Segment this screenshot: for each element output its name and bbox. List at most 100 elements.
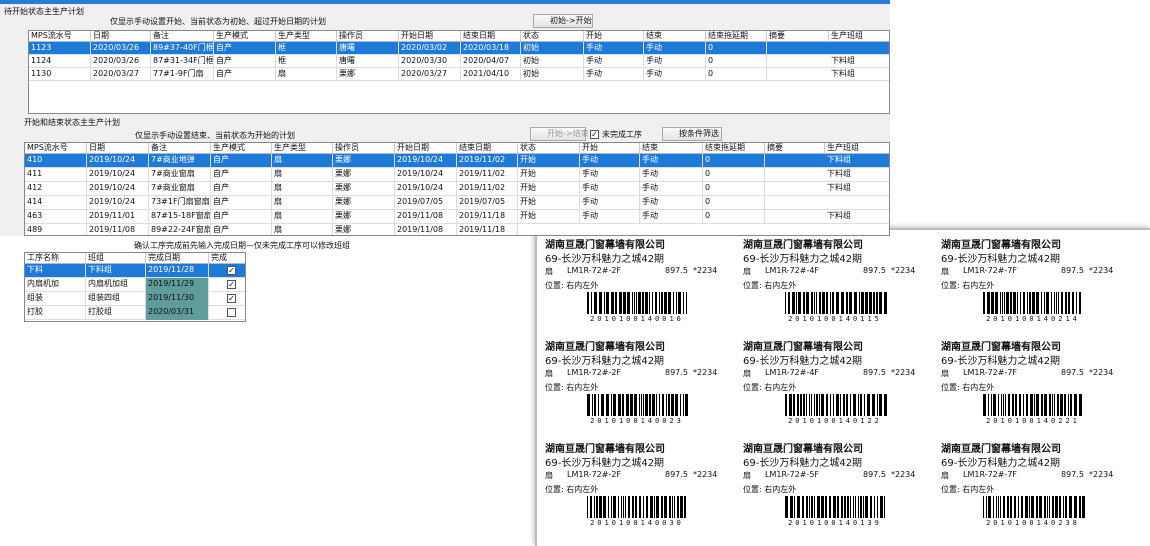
label-company: 湖南亘晟门窗幕墙有限公司 xyxy=(743,444,863,455)
button[interactable]: 开始->结束 xyxy=(530,127,589,141)
cell: 栗娜 xyxy=(333,154,395,168)
cell: 开始 xyxy=(518,154,580,168)
cell: 2019/11/30 xyxy=(146,292,209,306)
label-project: 69-长沙万科魅力之城42期 xyxy=(743,254,863,265)
cell: 0 xyxy=(703,168,765,182)
barcode xyxy=(983,496,1085,518)
checkbox[interactable]: ✓ xyxy=(227,294,236,303)
cell: 扇 xyxy=(272,224,333,235)
label-type: 扇 xyxy=(743,369,751,378)
label-code: LM1R-72#-4F xyxy=(765,368,820,377)
cell: 自产 xyxy=(211,224,272,235)
cell: 手动 xyxy=(580,196,640,210)
column-header: 开始日期 xyxy=(399,31,461,42)
label-qty: *2234 xyxy=(891,266,916,275)
selected-row[interactable] xyxy=(25,154,889,168)
cell: 手动 xyxy=(640,154,703,168)
row[interactable] xyxy=(29,55,889,68)
label-type: 扇 xyxy=(545,471,553,480)
label-qty: *2234 xyxy=(1089,470,1114,479)
cell: 开始 xyxy=(518,182,580,196)
checkbox[interactable]: ✓ xyxy=(227,280,236,289)
cell: 手动 xyxy=(640,196,703,210)
row[interactable] xyxy=(29,68,889,81)
column-header: MPS流水号 xyxy=(25,143,87,154)
barcode-number: 2010100140030 xyxy=(590,519,684,527)
column-header: 日期 xyxy=(91,31,151,42)
cell: 初始 xyxy=(521,55,584,68)
button[interactable]: 按条件筛选 xyxy=(662,127,722,141)
label-code: LM1R-72#-2F xyxy=(567,266,622,275)
column-header: 备注 xyxy=(149,143,211,154)
barcode xyxy=(587,292,687,314)
cell: 初始 xyxy=(521,42,584,55)
row[interactable] xyxy=(25,196,889,210)
cell: 手动 xyxy=(640,182,703,196)
section-title: 开始和结束状态主生产计划 xyxy=(24,118,120,127)
column-header: 生产班组 xyxy=(825,143,889,154)
checkbox[interactable] xyxy=(227,308,236,317)
column-header: 完成 xyxy=(209,253,245,264)
cell: 扇 xyxy=(276,68,337,81)
checkbox[interactable]: ✓ xyxy=(227,266,236,275)
cell: 栗娜 xyxy=(333,196,395,210)
label-position: 位置: 右内左外 xyxy=(941,281,995,290)
cell: 组装四组 xyxy=(86,292,146,306)
row[interactable] xyxy=(25,182,889,196)
cell: 2020/03/02 xyxy=(399,42,461,55)
barcode-number: 2010100140221 xyxy=(986,417,1080,425)
label-position: 位置: 右内左外 xyxy=(545,281,599,290)
cell: 手动 xyxy=(580,182,640,196)
cell: 手动 xyxy=(584,55,644,68)
cell: 0 xyxy=(706,68,767,81)
barcode xyxy=(785,292,887,314)
label-position: 位置: 右内左外 xyxy=(545,485,599,494)
cell: 2019/10/24 xyxy=(87,168,149,182)
cell: 2019/10/24 xyxy=(395,168,457,182)
cell: 411 xyxy=(25,168,87,182)
selected-row[interactable] xyxy=(25,264,245,278)
label-qty: *2234 xyxy=(1089,368,1114,377)
label-qty: *2234 xyxy=(693,470,718,479)
label-company: 湖南亘晟门窗幕墙有限公司 xyxy=(743,240,863,251)
label-company: 湖南亘晟门窗幕墙有限公司 xyxy=(941,240,1061,251)
cell: 开始 xyxy=(518,196,580,210)
cell: 框 xyxy=(276,55,337,68)
row[interactable] xyxy=(25,168,889,182)
cell: 412 xyxy=(25,182,87,196)
cell: 0 xyxy=(703,182,765,196)
cell: 89#37-40F门框 xyxy=(151,42,214,55)
cell: 2019/07/05 xyxy=(395,196,457,210)
selected-row[interactable] xyxy=(29,42,889,55)
column-header: 摘要 xyxy=(767,31,829,42)
cell: 2021/04/10 xyxy=(461,68,521,81)
cell: 2020/03/31 xyxy=(146,306,209,320)
label-code: LM1R-72#-2F xyxy=(567,470,622,479)
cell: 初始 xyxy=(521,68,584,81)
checkbox[interactable]: ✓ xyxy=(590,130,599,139)
cell: 手动 xyxy=(584,42,644,55)
column-header: 日期 xyxy=(87,143,149,154)
cell: 下料组 xyxy=(86,264,146,278)
note: 确认工序完成前先输入完成日期—仅未完成工序可以修改班组 xyxy=(134,241,350,250)
label-company: 湖南亘晟门窗幕墙有限公司 xyxy=(545,240,665,251)
label-position: 位置: 右内左外 xyxy=(941,485,995,494)
cell: 栗娜 xyxy=(333,224,395,235)
label-panel: 湖南亘晟门窗幕墙有限公司 69-长沙万科魅力之城42期扇 LM1R-72#-2F 89… xyxy=(535,228,1150,546)
cell: 2019/11/08 xyxy=(395,210,457,224)
row[interactable] xyxy=(25,210,889,224)
cell: 2019/10/24 xyxy=(87,182,149,196)
cell: 打胶 xyxy=(25,306,86,320)
button[interactable]: 初始->开始 xyxy=(533,14,593,28)
cell: 下料组 xyxy=(829,55,889,68)
label-type: 扇 xyxy=(941,471,949,480)
cell: 开始 xyxy=(518,210,580,224)
cell: 下料组 xyxy=(825,154,889,168)
label-project: 69-长沙万科魅力之城42期 xyxy=(545,254,665,265)
row[interactable] xyxy=(25,224,889,235)
label-code: LM1R-72#-7F xyxy=(963,266,1018,275)
column-header: 生产班组 xyxy=(829,31,889,42)
cell: 2019/11/28 xyxy=(146,264,209,278)
cell: 7#商业窗扇 xyxy=(149,168,211,182)
cell: 89#22-24F窗扇 xyxy=(149,224,211,235)
